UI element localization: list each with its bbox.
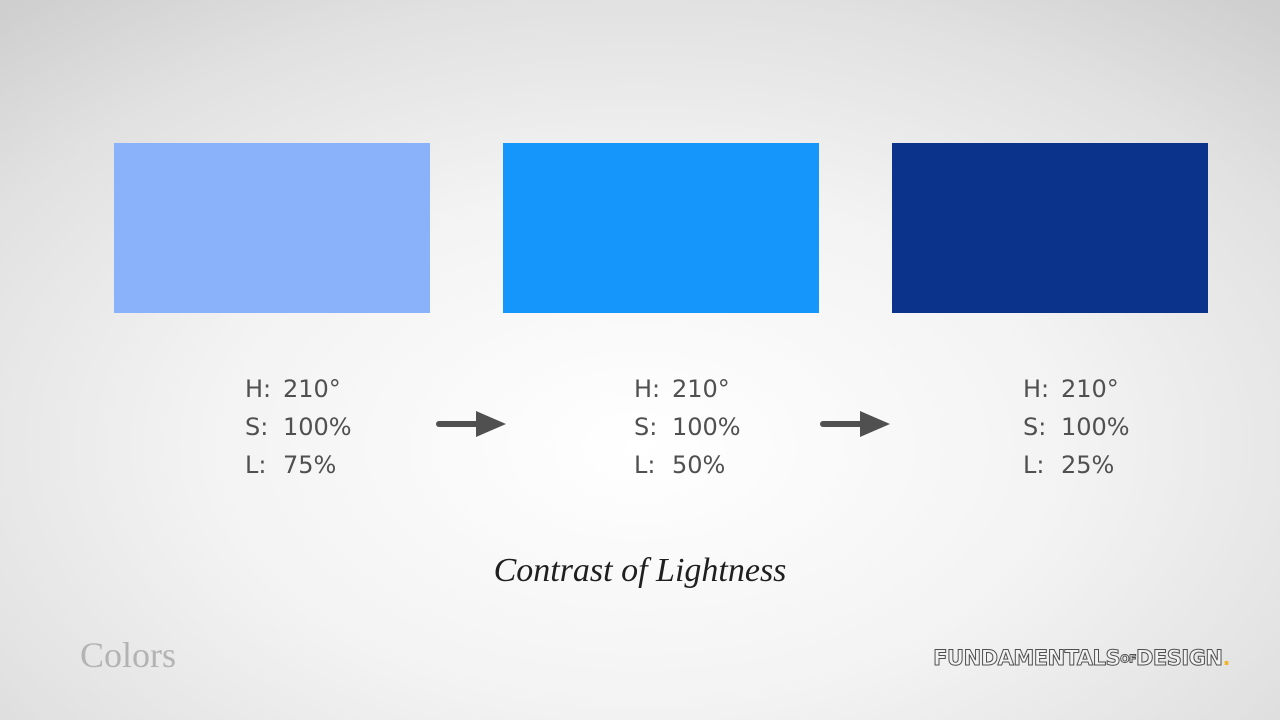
hsl-values-dark: H: 210° S: 100% L: 25% (1023, 370, 1143, 484)
hsl-values-light: H: 210° S: 100% L: 75% (245, 370, 365, 484)
arrow-right-icon (820, 411, 890, 437)
slide-caption: Contrast of Lightness (493, 552, 787, 589)
swatch-dark (892, 143, 1208, 313)
hsl-values-medium: H: 210° S: 100% L: 50% (634, 370, 754, 484)
hue-label: H: (634, 375, 661, 403)
lightness-value: 25% (1061, 451, 1115, 479)
lightness-row: L: 25% (1023, 446, 1143, 484)
swatch-medium (503, 143, 819, 313)
hue-row: H: 210° (245, 370, 365, 408)
lightness-label: L: (1023, 451, 1045, 479)
lightness-value: 50% (672, 451, 726, 479)
brand-word-2: OF (1120, 652, 1137, 666)
lightness-row: L: 75% (245, 446, 365, 484)
saturation-row: S: 100% (634, 408, 754, 446)
lightness-value: 75% (283, 451, 337, 479)
section-label: Colors (80, 635, 177, 675)
brand-word-3: DESIGN (1135, 646, 1223, 671)
saturation-value: 100% (672, 413, 741, 441)
swatch-light (114, 143, 430, 313)
saturation-label: S: (1023, 413, 1047, 441)
hue-value: 210° (672, 375, 730, 403)
saturation-row: S: 100% (245, 408, 365, 446)
hue-label: H: (1023, 375, 1050, 403)
saturation-label: S: (634, 413, 658, 441)
saturation-value: 100% (1061, 413, 1130, 441)
hue-row: H: 210° (634, 370, 754, 408)
hue-label: H: (245, 375, 272, 403)
lightness-label: L: (634, 451, 656, 479)
hue-value: 210° (283, 375, 341, 403)
hue-row: H: 210° (1023, 370, 1143, 408)
saturation-row: S: 100% (1023, 408, 1143, 446)
brand-word-1: FUNDAMENTALS (933, 646, 1121, 671)
saturation-value: 100% (283, 413, 352, 441)
lightness-row: L: 50% (634, 446, 754, 484)
brand-dot: . (1222, 646, 1231, 670)
saturation-label: S: (245, 413, 269, 441)
brand-logo: FUNDAMENTALSOFDESIGN. (933, 646, 1231, 671)
lightness-label: L: (245, 451, 267, 479)
hue-value: 210° (1061, 375, 1119, 403)
arrow-right-icon (436, 411, 506, 437)
